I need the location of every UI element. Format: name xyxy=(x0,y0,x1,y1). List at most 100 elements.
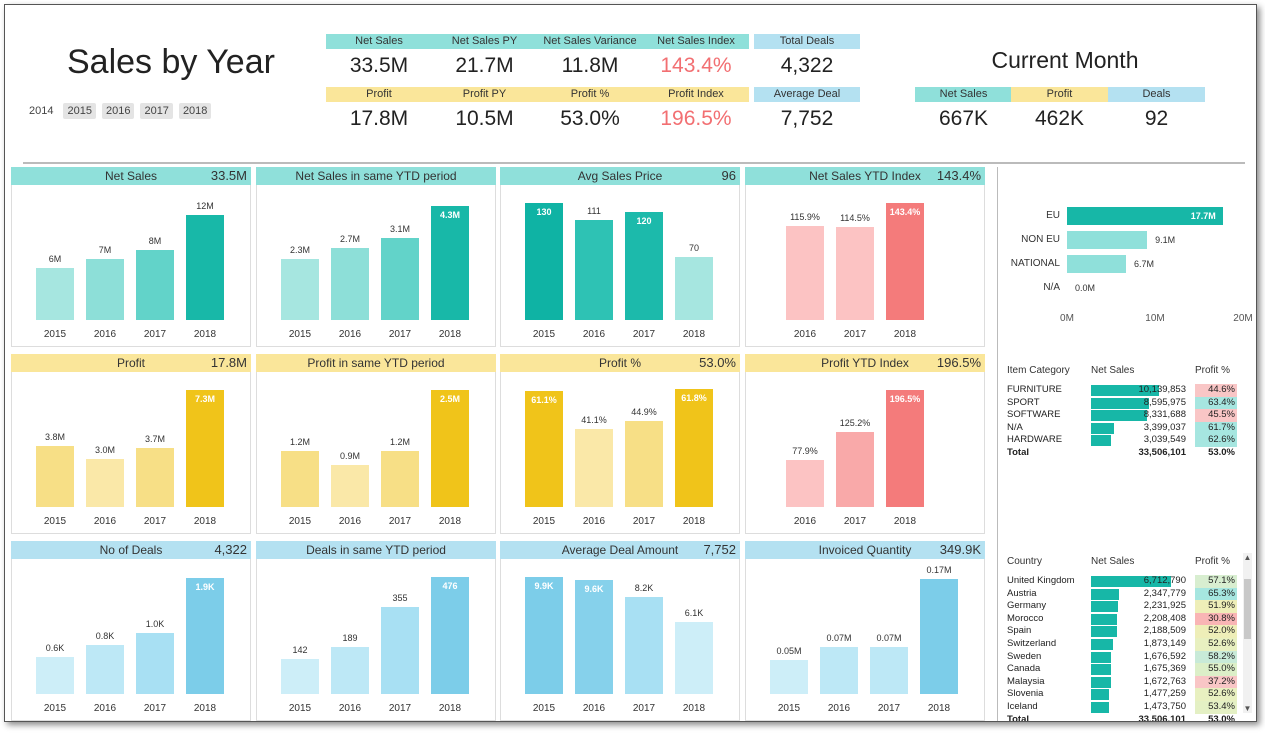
table-row[interactable]: Sweden 1,676,592 58.2% xyxy=(1007,650,1239,664)
bar[interactable] xyxy=(331,248,369,320)
table-row[interactable]: Germany 2,231,925 51.9% xyxy=(1007,600,1239,613)
table-row[interactable]: Iceland 1,473,750 53.4% xyxy=(1007,701,1239,714)
scroll-up-icon[interactable]: ▲ xyxy=(1243,553,1252,562)
bar[interactable] xyxy=(575,428,613,507)
bar[interactable] xyxy=(1067,231,1148,249)
chart-total: 53.0% xyxy=(699,355,736,370)
x-tick-label: 2015 xyxy=(288,516,312,527)
bar[interactable] xyxy=(281,659,319,694)
table-row[interactable]: N/A 3,399,037 61.7% xyxy=(1007,421,1239,435)
kpi-value: 4,322 xyxy=(780,54,834,77)
table-row[interactable]: HARDWARE 3,039,549 62.6% xyxy=(1007,434,1239,447)
bar[interactable] xyxy=(36,657,74,694)
bar[interactable] xyxy=(331,647,369,694)
bar[interactable] xyxy=(36,267,74,320)
x-tick-label: 2015 xyxy=(288,703,312,714)
column-header[interactable]: Item Category xyxy=(1007,365,1070,376)
column-header[interactable]: Profit % xyxy=(1195,556,1231,567)
bar[interactable] xyxy=(86,458,124,507)
table-row[interactable]: Morocco 2,208,408 30.8% xyxy=(1007,612,1239,626)
scroll-thumb[interactable] xyxy=(1244,579,1251,639)
bar[interactable] xyxy=(431,205,469,320)
table-row[interactable]: Slovenia 1,477,259 52.6% xyxy=(1007,688,1239,701)
table-row[interactable]: United Kingdom 6,712,790 57.1% xyxy=(1007,575,1239,588)
table-row[interactable]: SPORT 8,595,975 63.4% xyxy=(1007,396,1239,410)
chart-panel: Invoiced Quantity 349.9K 0.05M 2015 0.07M 201… xyxy=(745,541,985,721)
bar[interactable] xyxy=(786,225,824,320)
bar[interactable] xyxy=(86,259,124,320)
year-chip-2015[interactable]: 2015 xyxy=(63,103,96,119)
bar[interactable] xyxy=(836,432,874,507)
bar[interactable] xyxy=(186,578,224,694)
bar[interactable] xyxy=(331,464,369,507)
bar[interactable] xyxy=(86,645,124,694)
bar[interactable] xyxy=(525,576,563,694)
bar[interactable] xyxy=(675,256,713,320)
bar[interactable] xyxy=(431,389,469,507)
bar[interactable] xyxy=(886,389,924,507)
bar[interactable] xyxy=(381,606,419,694)
bar[interactable] xyxy=(381,450,419,507)
year-chip-2018[interactable]: 2018 xyxy=(178,103,212,119)
data-label: 476 xyxy=(442,580,458,591)
chart-title: Net Sales YTD Index 143.4% xyxy=(745,167,985,185)
data-label: 0.17M xyxy=(926,564,952,575)
bar[interactable] xyxy=(281,450,319,507)
table-row[interactable]: Austria 2,347,779 65.3% xyxy=(1007,587,1239,601)
data-label: 120 xyxy=(636,215,652,226)
bar[interactable] xyxy=(870,646,908,694)
table-row[interactable]: SOFTWARE 8,331,688 45.5% xyxy=(1007,409,1239,422)
bar[interactable] xyxy=(1067,255,1126,273)
column-header[interactable]: Net Sales xyxy=(1091,556,1135,567)
column-header[interactable]: Country xyxy=(1007,556,1043,567)
year-chip-2016[interactable]: 2016 xyxy=(101,103,135,119)
bar[interactable] xyxy=(1067,207,1223,225)
bar[interactable] xyxy=(625,211,663,320)
bar[interactable] xyxy=(575,580,613,694)
bar[interactable] xyxy=(136,447,174,507)
bar[interactable] xyxy=(431,576,469,694)
x-tick-label: 2018 xyxy=(193,329,217,340)
chart-plot: 142 2015 189 2016 355 2017 476 2018 xyxy=(256,559,496,721)
bar[interactable] xyxy=(820,646,858,694)
bar[interactable] xyxy=(186,215,224,320)
bar[interactable] xyxy=(920,578,958,694)
bar[interactable] xyxy=(675,621,713,694)
table-row[interactable]: Switzerland 1,873,149 52.6% xyxy=(1007,638,1239,651)
x-tick-label: 2016 xyxy=(338,329,362,340)
country-table-scrollbar[interactable]: ▲ ▼ xyxy=(1243,553,1252,713)
bar[interactable] xyxy=(186,389,224,507)
bar[interactable] xyxy=(575,219,613,320)
bar[interactable] xyxy=(381,237,419,320)
bar[interactable] xyxy=(36,446,74,507)
x-tick-label: 10M xyxy=(1145,313,1165,324)
year-chip-2014[interactable]: 2014 xyxy=(29,105,54,117)
kpi-card: Net Sales Variance 11.8M xyxy=(537,34,643,78)
net-sales-cell: 8,595,975 xyxy=(1143,396,1186,408)
bar[interactable] xyxy=(136,250,174,320)
column-header[interactable]: Profit % xyxy=(1195,365,1231,376)
bar[interactable] xyxy=(525,390,563,507)
bar[interactable] xyxy=(675,389,713,507)
x-tick-label: 20M xyxy=(1233,313,1253,324)
bar[interactable] xyxy=(281,259,319,320)
chart-panel: No of Deals 4,322 0.6K 2015 0.8K 2016 1.0K 2017… xyxy=(11,541,251,721)
table-row[interactable]: Malaysia 1,672,763 37.2% xyxy=(1007,675,1239,689)
bar[interactable] xyxy=(136,633,174,694)
column-header[interactable]: Net Sales xyxy=(1091,365,1135,376)
scroll-down-icon[interactable]: ▼ xyxy=(1243,704,1252,713)
bar[interactable] xyxy=(625,421,663,507)
row-label: Slovenia xyxy=(1007,688,1044,700)
kpi-card: Profit 17.8M xyxy=(326,87,432,131)
table-row[interactable]: Canada 1,675,369 55.0% xyxy=(1007,663,1239,676)
bar[interactable] xyxy=(836,226,874,320)
bar[interactable] xyxy=(525,202,563,320)
bar[interactable] xyxy=(886,203,924,320)
current-month-card: Net Sales 667K xyxy=(915,87,1012,131)
bar[interactable] xyxy=(786,460,824,507)
bar[interactable] xyxy=(770,660,808,694)
table-row[interactable]: FURNITURE 10,139,853 44.6% xyxy=(1007,384,1239,397)
table-row[interactable]: Spain 2,188,509 52.0% xyxy=(1007,625,1239,638)
bar[interactable] xyxy=(625,596,663,694)
year-chip-2017[interactable]: 2017 xyxy=(140,103,173,119)
